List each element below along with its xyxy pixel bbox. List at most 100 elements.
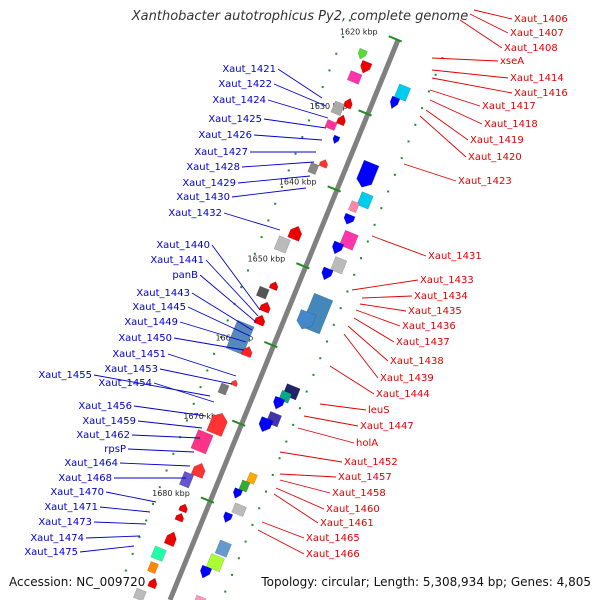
scale-tick-label: 1670 kbp — [183, 412, 221, 421]
track-dot-0 — [264, 490, 267, 493]
track-dot-0 — [393, 173, 396, 176]
gene-shape — [360, 59, 373, 74]
scale-tick-label: 1630 kbp — [310, 102, 348, 111]
forward-gene-label: Xaut_1418 — [484, 119, 538, 130]
track-dot-0 — [353, 273, 356, 276]
label-leader-line — [469, 13, 509, 34]
scale-tick — [327, 185, 341, 193]
gene-shape — [178, 503, 188, 514]
forward-gene-label: holA — [356, 438, 378, 449]
gene-shape — [287, 225, 303, 242]
track-dot-0 — [360, 257, 363, 260]
forward-gene-label: xseA — [500, 56, 524, 67]
gene-shape — [307, 162, 320, 176]
track-dot-1 — [348, 19, 351, 22]
label-leader-line — [279, 479, 331, 494]
forward-gene — [273, 235, 291, 254]
gene-shape — [268, 281, 279, 292]
label-leader-line — [267, 99, 329, 119]
label-leader-line — [431, 57, 499, 62]
forward-gene — [357, 47, 368, 60]
scale-tick — [388, 35, 403, 43]
forward-gene-label: Xaut_1436 — [402, 321, 456, 332]
forward-gene-label: Xaut_1434 — [414, 291, 468, 302]
forward-gene — [258, 301, 271, 314]
forward-gene-label: Xaut_1433 — [420, 275, 474, 286]
forward-gene — [174, 512, 185, 523]
accession-label: Accession: NC_009720 — [9, 575, 146, 589]
gene-shape — [174, 512, 185, 523]
label-leader-line — [237, 175, 311, 184]
label-leader-line — [361, 295, 413, 299]
gene-shape — [335, 114, 346, 127]
reverse-gene-label: Xaut_1474 — [30, 533, 84, 544]
track-dot-0 — [251, 523, 254, 526]
forward-gene-label: Xaut_1466 — [306, 549, 360, 560]
forward-gene-label: Xaut_1435 — [408, 306, 462, 317]
gene-shape — [258, 416, 274, 433]
gene-shape — [324, 119, 338, 131]
track-dot-1 — [172, 452, 175, 455]
gene-shape — [238, 479, 251, 493]
label-leader-line — [223, 212, 281, 231]
forward-gene — [206, 412, 228, 438]
gene-shape — [273, 395, 286, 410]
forward-gene-label: Xaut_1458 — [332, 488, 386, 499]
label-leader-line — [211, 244, 261, 311]
label-leader-line — [343, 333, 379, 379]
gene-shape — [389, 95, 401, 110]
genome-backbone — [167, 39, 401, 600]
track-dot-0 — [434, 73, 437, 76]
reverse-gene-label: Xaut_1473 — [38, 517, 92, 528]
reverse-gene-label: Xaut_1427 — [194, 147, 248, 158]
label-leader-line — [137, 420, 203, 429]
gene-shape — [273, 235, 291, 254]
track-dot-0 — [346, 290, 349, 293]
track-dot-1 — [240, 286, 243, 289]
forward-gene-label: Xaut_1437 — [396, 337, 450, 348]
label-leader-line — [431, 69, 509, 79]
gene-shape — [253, 314, 266, 327]
label-leader-line — [241, 161, 315, 168]
label-leader-line — [277, 68, 323, 99]
forward-gene-label: Xaut_1447 — [360, 421, 414, 432]
track-dot-0 — [237, 557, 240, 560]
reverse-gene-label: Xaut_1468 — [58, 473, 112, 484]
gene-shape — [233, 487, 243, 499]
track-dot-1 — [294, 152, 297, 155]
reverse-gene-label: Xaut_1450 — [118, 333, 172, 344]
gene-shape — [342, 98, 353, 110]
track-dot-1 — [335, 52, 338, 55]
reverse-gene-label: Xaut_1424 — [212, 95, 266, 106]
forward-gene — [287, 225, 303, 242]
forward-gene — [147, 561, 159, 575]
reverse-gene-label: Xaut_1426 — [198, 130, 252, 141]
forward-gene — [230, 379, 238, 387]
reverse-gene-label: Xaut_1441 — [150, 255, 204, 266]
track-dot-0 — [400, 157, 403, 160]
label-leader-line — [419, 115, 467, 158]
forward-gene — [324, 119, 338, 131]
reverse-gene-label: Xaut_1475 — [24, 547, 78, 558]
genome-title: Xanthobacter autotrophicus Py2, complete… — [131, 9, 469, 24]
label-leader-line — [273, 493, 319, 524]
track-dot-0 — [421, 107, 424, 110]
gene-shape — [321, 266, 334, 281]
label-leader-line — [275, 487, 325, 510]
forward-gene-label: Xaut_1457 — [338, 472, 392, 483]
genome-summary-label: Topology: circular; Length: 5,308,934 bp… — [261, 575, 591, 589]
reverse-gene-label: rpsP — [104, 444, 126, 455]
track-dot-1 — [226, 319, 229, 322]
reverse-gene-label: Xaut_1440 — [156, 240, 210, 251]
forward-gene — [346, 70, 363, 85]
reverse-gene — [332, 240, 345, 255]
gene-shape — [205, 553, 225, 573]
forward-gene — [225, 319, 255, 356]
reverse-gene-label: Xaut_1428 — [186, 162, 240, 173]
reverse-gene — [347, 200, 360, 214]
label-leader-line — [253, 134, 323, 141]
scale-tick — [231, 419, 246, 427]
reverse-gene — [389, 95, 401, 110]
forward-gene — [335, 114, 346, 127]
scale-tick-label: 1680 kbp — [152, 489, 190, 498]
